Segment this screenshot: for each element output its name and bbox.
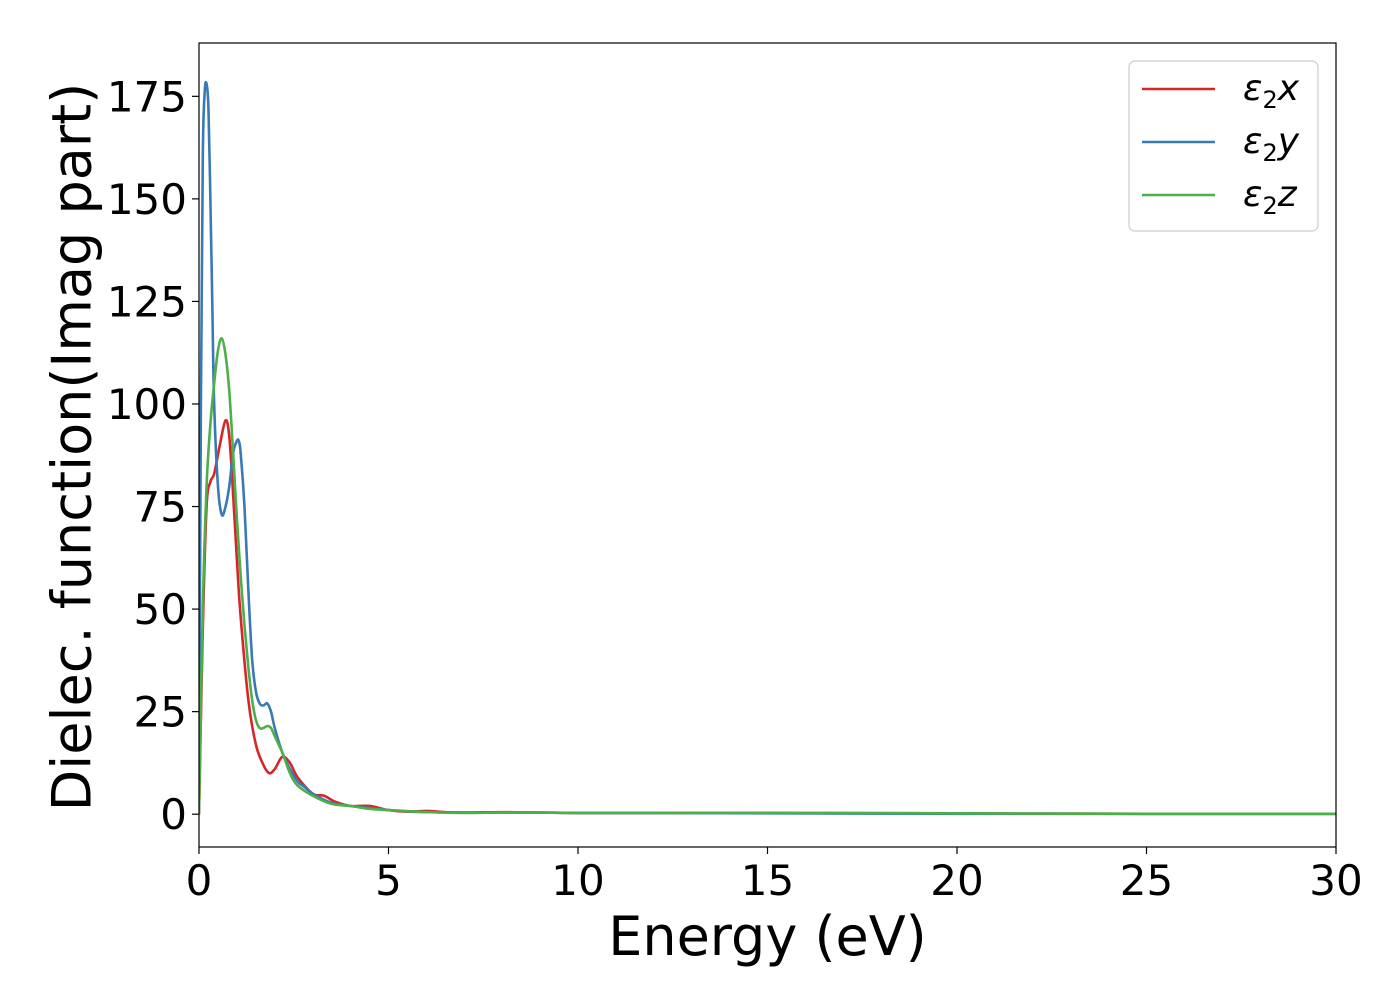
y-axis-label: Dielec. function(Imag part) (41, 83, 104, 812)
x-tick-label: 15 (741, 856, 794, 905)
y-tick-label: 50 (134, 585, 187, 634)
x-tick-label: 0 (186, 856, 213, 905)
series-layer (199, 80, 1336, 816)
y-tick-label: 125 (107, 277, 187, 326)
x-tick-label: 5 (375, 856, 402, 905)
y-tick-label: 100 (107, 380, 187, 429)
x-tick-label: 25 (1120, 856, 1173, 905)
y-tick-label: 175 (107, 72, 187, 121)
ticks-layer: 0 5 10 15 20 25 30 0 25 50 75 100 125 150 175 (107, 72, 1363, 905)
y-tick-label: 75 (134, 483, 187, 532)
legend-label-x: ε2x (1243, 68, 1300, 114)
series-line-x (199, 418, 1336, 816)
y-tick-label: 25 (134, 688, 187, 737)
legend-label-z: ε2z (1243, 174, 1298, 220)
x-tick-label: 10 (551, 856, 604, 905)
legend-label-y: ε2y (1243, 121, 1300, 167)
legend: ε2x ε2y ε2z (1128, 60, 1319, 232)
x-tick-label: 20 (930, 856, 983, 905)
y-tick-label: 150 (107, 175, 187, 224)
x-tick-label: 30 (1309, 856, 1362, 905)
legend-box (1128, 60, 1319, 232)
x-axis-label: Energy (eV) (608, 905, 927, 968)
y-tick-label: 0 (160, 790, 187, 839)
series-line-z (199, 337, 1336, 816)
